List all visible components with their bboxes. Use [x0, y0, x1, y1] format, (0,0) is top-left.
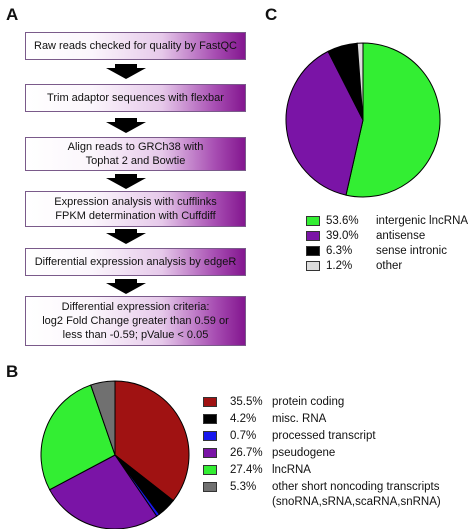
- legend-label: antisense: [376, 229, 426, 242]
- down-arrow-icon: [106, 64, 146, 79]
- flow-step-trim-adaptors: Trim adaptor sequences with flexbar: [25, 84, 246, 112]
- legend-pct: 35.5%: [230, 395, 263, 408]
- legend-label: lncRNA: [272, 463, 311, 476]
- legend-swatch: [306, 215, 320, 226]
- legend-sublabel: (snoRNA,sRNA,scaRNA,snRNA): [272, 496, 441, 508]
- pie-slice-other: [356, 42, 364, 121]
- legend-item-processed-transcript: 0.7% processed transcript: [203, 427, 441, 444]
- pie-slice-processed-transcript: [114, 454, 161, 517]
- legend-swatch: [306, 260, 320, 271]
- flow-step-text: less than -0.59; pValue < 0.05: [62, 329, 209, 341]
- pie-slice-pseudogene: [48, 454, 158, 529]
- legend-pct: 53.6%: [326, 214, 359, 227]
- legend-item-other: 1.2% other: [306, 258, 468, 273]
- legend-pct: 0.7%: [230, 429, 257, 442]
- legend-label: sense intronic: [376, 244, 447, 257]
- legend-pct: 39.0%: [326, 229, 359, 242]
- flow-step-text: Expression analysis with cufflinks: [54, 196, 217, 208]
- legend-label: other short noncoding transcripts: [272, 480, 440, 493]
- flow-step-text: Differential expression analysis by edge…: [34, 256, 237, 268]
- legend-label: intergenic lncRNA: [376, 214, 469, 227]
- legend-item-antisense: 39.0% antisense: [306, 228, 468, 243]
- down-arrow-icon: [106, 118, 146, 133]
- legend-item-misc-rna: 4.2% misc. RNA: [203, 410, 441, 427]
- flow-step-text: FPKM determination with Cuffdiff: [55, 210, 216, 222]
- legend-swatch: [203, 464, 217, 475]
- flow-step-text: Tophat 2 and Bowtie: [85, 155, 186, 167]
- panel-label-c: C: [265, 5, 278, 24]
- legend-item-sense-intronic: 6.3% sense intronic: [306, 243, 468, 258]
- legend-c: 53.6% intergenic lncRNA 39.0% antisense …: [306, 213, 468, 273]
- legend-pct: 5.3%: [230, 480, 257, 493]
- panel-label-b: B: [6, 362, 19, 381]
- legend-swatch: [306, 245, 320, 256]
- legend-swatch: [203, 430, 217, 441]
- legend-b: 35.5% protein coding 4.2% misc. RNA 0.7%…: [203, 393, 441, 509]
- pie-slice-lncrna: [40, 384, 116, 491]
- pie-slice-intergenic-lncrna: [345, 42, 441, 198]
- flow-step-text: Align reads to GRCh38 with: [67, 141, 204, 153]
- legend-item-intergenic: 53.6% intergenic lncRNA: [306, 213, 468, 228]
- legend-swatch: [306, 230, 320, 241]
- legend-label: misc. RNA: [272, 412, 327, 425]
- legend-item-lncrna: 27.4% lncRNA: [203, 461, 441, 478]
- legend-label: other: [376, 259, 403, 272]
- legend-label: protein coding: [272, 395, 345, 408]
- legend-label: processed transcript: [272, 429, 376, 442]
- flow-step-text: Trim adaptor sequences with flexbar: [47, 92, 224, 104]
- pie-slice-other-short-noncoding-transcripts: [90, 380, 116, 456]
- legend-pct: 4.2%: [230, 412, 257, 425]
- down-arrow-icon: [106, 174, 146, 189]
- legend-swatch: [203, 481, 217, 492]
- legend-item-pseudogene: 26.7% pseudogene: [203, 444, 441, 461]
- pie-slice-antisense: [285, 50, 364, 196]
- flow-step-criteria: Differential expression criteria: log2 F…: [25, 296, 246, 346]
- legend-item-other-noncoding: 5.3% other short noncoding transcripts: [203, 478, 441, 495]
- legend-swatch: [203, 413, 217, 424]
- flow-step-quality-check: Raw reads checked for quality by FastQC: [25, 32, 246, 60]
- legend-swatch: [203, 447, 217, 458]
- flow-step-align-reads: Align reads to GRCh38 with Tophat 2 and …: [25, 137, 246, 171]
- pie-slice-sense-intronic: [327, 42, 364, 121]
- legend-pct: 27.4%: [230, 463, 263, 476]
- legend-pct: 6.3%: [326, 244, 353, 257]
- flow-step-differential-expression: Differential expression analysis by edge…: [25, 248, 246, 276]
- flow-step-text: Raw reads checked for quality by FastQC: [34, 40, 237, 52]
- legend-label: pseudogene: [272, 446, 336, 459]
- flow-step-text: log2 Fold Change greater than 0.59 or: [42, 315, 229, 327]
- legend-swatch: [203, 396, 217, 407]
- down-arrow-icon: [106, 229, 146, 244]
- pie-slice-protein-coding: [114, 380, 190, 502]
- flow-step-expression-analysis: Expression analysis with cufflinks FPKM …: [25, 191, 246, 227]
- legend-pct: 26.7%: [230, 446, 263, 459]
- flow-step-text: Differential expression criteria:: [61, 301, 210, 313]
- legend-pct: 1.2%: [326, 259, 353, 272]
- down-arrow-icon: [106, 279, 146, 294]
- legend-item-protein-coding: 35.5% protein coding: [203, 393, 441, 410]
- pie-slice-misc-rna: [114, 454, 174, 515]
- panel-label-a: A: [6, 5, 19, 24]
